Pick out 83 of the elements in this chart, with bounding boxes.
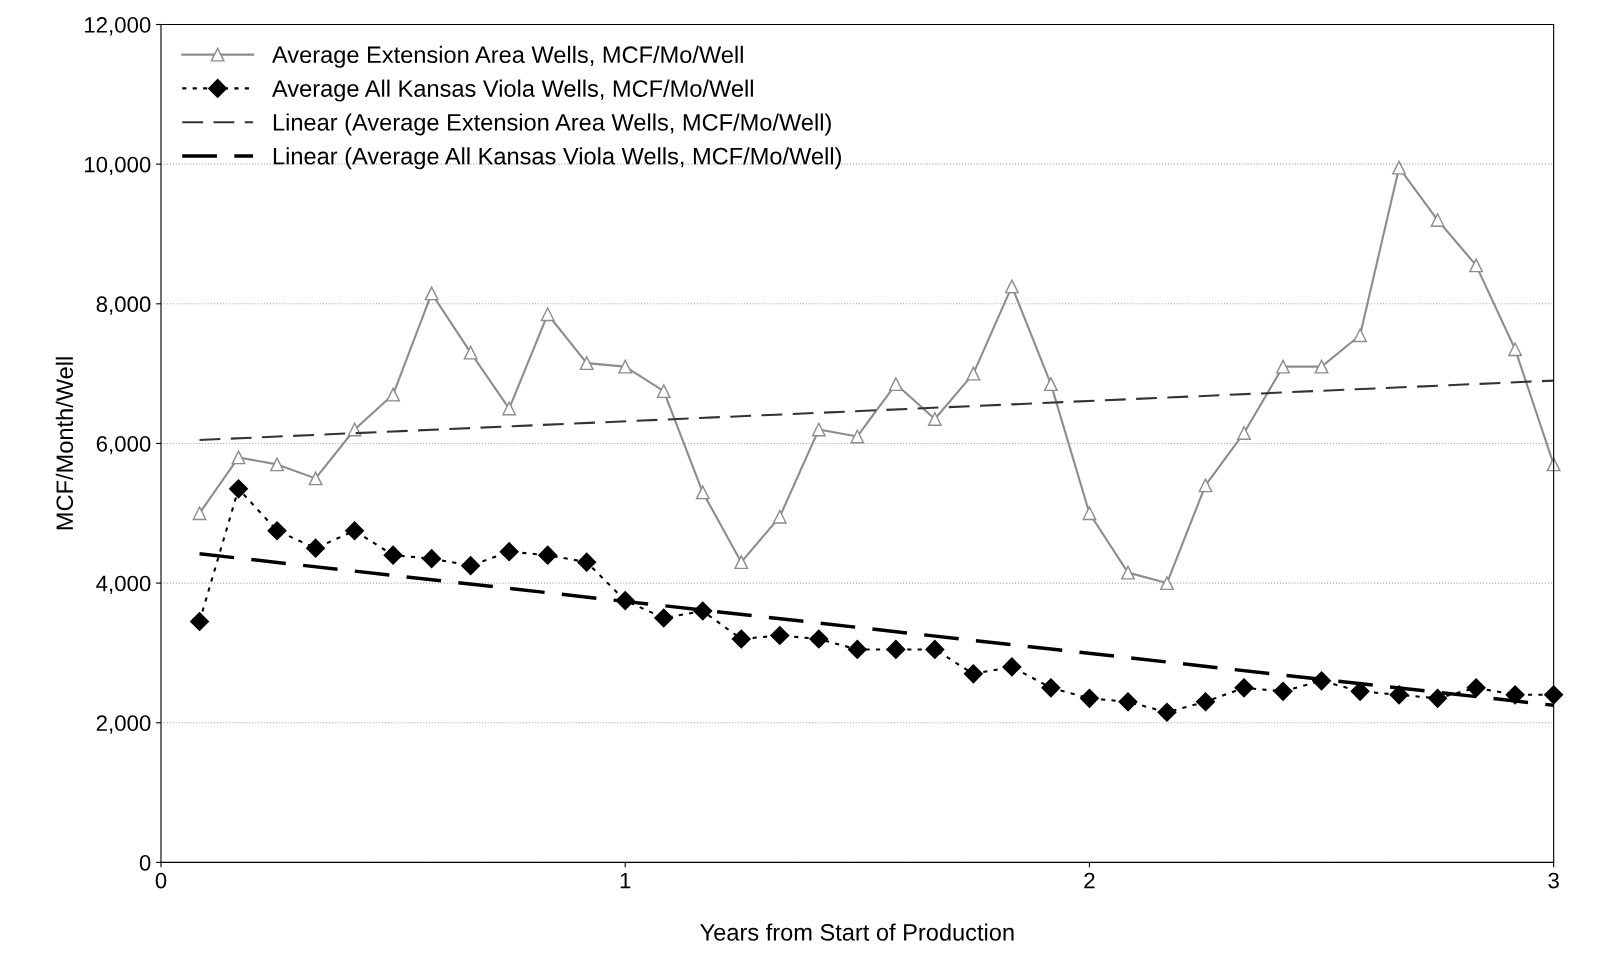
point [189,611,210,632]
y-tick-label: 8,000 [96,296,151,315]
point [1160,576,1174,591]
point [422,549,442,569]
legend-label: Linear (Average All Kansas Viola Wells, MCF/Mo/Well) [273,147,841,170]
point [1079,688,1099,708]
point [1314,359,1329,374]
point [577,552,597,572]
point [1469,258,1484,273]
x-tick-label: 1 [620,872,631,889]
point [228,479,249,499]
point [1002,657,1022,677]
point [499,542,519,562]
x-tick-label: 0 [155,872,167,889]
y-axis-title: MCF/Month/Well [55,357,74,530]
point [888,377,903,392]
point [1043,377,1058,392]
point [463,345,478,360]
point [811,422,826,437]
point [925,639,945,659]
y-tick-label: 6,000 [96,435,151,455]
point [538,545,558,565]
point [306,538,326,558]
point [1234,678,1254,698]
y-tick-label: 4,000 [96,575,151,594]
point [1276,359,1290,374]
point [1392,160,1407,175]
point [1121,565,1135,580]
x-tick-label: 3 [1548,872,1559,889]
point [847,639,867,659]
point [270,457,284,472]
point [734,555,749,570]
point [192,506,207,521]
point [927,412,942,426]
point [1508,342,1523,357]
point [579,356,594,371]
point [1273,681,1293,701]
point [618,359,633,374]
y-tick-label: 10,000 [85,156,151,176]
point [809,629,829,649]
point [1428,688,1448,708]
point [1544,685,1564,705]
point [772,509,787,524]
point [383,545,403,565]
point [850,429,865,444]
x-tick-label: 2 [1084,872,1095,889]
point [461,556,481,576]
point [1430,213,1445,227]
point [731,629,751,649]
point [386,387,401,402]
point [695,485,710,500]
legend-label: Average Extension Area Wells, MCF/Mo/Well [272,45,743,68]
legend-label: Linear (Average Extension Area Wells, MCF/Mo/Well) [273,113,831,136]
point [1195,692,1216,712]
point [1198,478,1213,493]
point [693,601,713,621]
point [886,639,906,659]
legend-label: Average All Kansas Viola Wells, MCF/Mo/Well [272,79,753,102]
point [963,664,983,684]
point [1157,702,1177,722]
point [656,384,671,399]
x-axis-title: Years from Start of Production [700,923,1014,941]
point [1312,671,1332,691]
point [1237,426,1251,440]
point [308,471,323,486]
point [1353,328,1368,343]
point [345,521,365,541]
point [966,366,981,381]
point [502,401,517,416]
point [770,625,790,646]
point [267,521,287,541]
y-tick-label: 2,000 [96,715,151,734]
point [424,286,439,301]
point [1466,678,1486,698]
point [1118,692,1138,712]
point [1004,279,1019,294]
point [1082,506,1097,521]
y-tick-label: 12,000 [85,17,151,36]
point [654,608,674,628]
y-tick-label: 0 [139,854,151,871]
point [540,307,555,322]
point [1041,678,1061,698]
point [231,450,246,465]
